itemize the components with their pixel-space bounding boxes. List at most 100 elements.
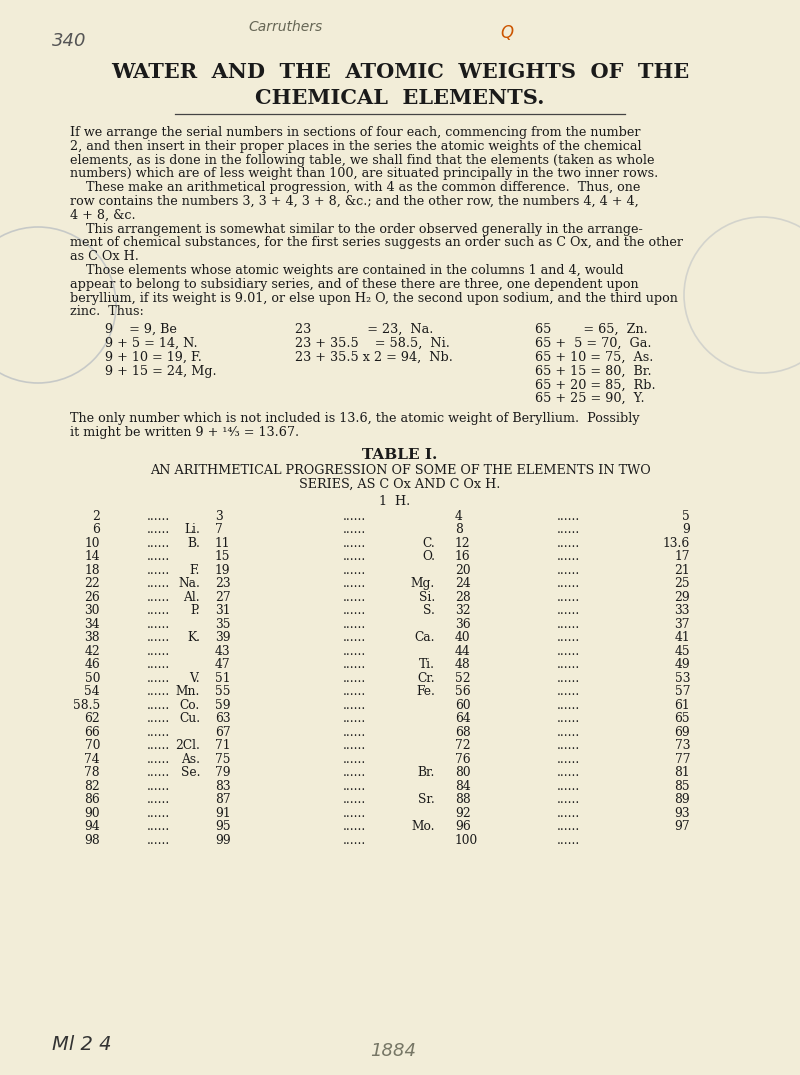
Text: ......: ...... [556,645,580,658]
Text: 65 + 15 = 80,  Br.: 65 + 15 = 80, Br. [535,364,652,377]
Text: WATER  AND  THE  ATOMIC  WEIGHTS  OF  THE: WATER AND THE ATOMIC WEIGHTS OF THE [111,62,689,82]
Text: 66: 66 [84,726,100,739]
Text: P.: P. [190,604,200,617]
Text: 63: 63 [215,712,230,726]
Text: 65 + 20 = 85,  Rb.: 65 + 20 = 85, Rb. [535,378,656,391]
Text: 23 + 35.5    = 58.5,  Ni.: 23 + 35.5 = 58.5, Ni. [295,336,450,350]
Text: This arrangement is somewhat similar to the order observed generally in the arra: This arrangement is somewhat similar to … [70,223,642,235]
Text: 58.5: 58.5 [73,699,100,712]
Text: AN ARITHMETICAL PROGRESSION OF SOME OF THE ELEMENTS IN TWO: AN ARITHMETICAL PROGRESSION OF SOME OF T… [150,463,650,476]
Text: ......: ...... [556,712,580,726]
Text: 38: 38 [84,631,100,644]
Text: ......: ...... [556,699,580,712]
Text: 65 +  5 = 70,  Ga.: 65 + 5 = 70, Ga. [535,336,651,350]
Text: 100: 100 [455,833,478,847]
Text: ......: ...... [146,833,170,847]
Text: ......: ...... [343,766,366,779]
Text: 52: 52 [455,672,470,685]
Text: 33: 33 [674,604,690,617]
Text: 14: 14 [84,550,100,563]
Text: row contains the numbers 3, 3 + 4, 3 + 8, &c.; and the other row, the numbers 4,: row contains the numbers 3, 3 + 4, 3 + 8… [70,195,638,207]
Text: 48: 48 [455,658,470,671]
Text: 97: 97 [674,820,690,833]
Text: ......: ...... [556,833,580,847]
Text: 340: 340 [52,32,86,51]
Text: ......: ...... [343,604,366,617]
Text: 96: 96 [455,820,470,833]
Text: 9    = 9, Be: 9 = 9, Be [105,324,177,336]
Text: O.: O. [422,550,435,563]
Text: F.: F. [190,563,200,576]
Text: Ti.: Ti. [419,658,435,671]
Text: ......: ...... [556,524,580,536]
Text: ......: ...... [343,793,366,806]
Text: ......: ...... [343,685,366,698]
Text: ......: ...... [343,510,366,522]
Text: 3: 3 [215,510,222,522]
Text: ......: ...... [146,618,170,631]
Text: Ml 2 4: Ml 2 4 [52,1035,111,1054]
Text: Q: Q [500,24,513,42]
Text: ......: ...... [146,577,170,590]
Text: 75: 75 [215,752,230,765]
Text: ......: ...... [556,726,580,739]
Text: 9 + 10 = 19, F.: 9 + 10 = 19, F. [105,350,202,363]
Text: 20: 20 [455,563,470,576]
Text: 9 + 5 = 14, N.: 9 + 5 = 14, N. [105,336,198,350]
Text: 82: 82 [84,779,100,792]
Text: ......: ...... [146,510,170,522]
Text: Li.: Li. [184,524,200,536]
Text: 61: 61 [674,699,690,712]
Text: 4: 4 [455,510,463,522]
Text: 44: 44 [455,645,470,658]
Text: 32: 32 [455,604,470,617]
Text: 90: 90 [84,806,100,819]
Text: 87: 87 [215,793,230,806]
Text: ......: ...... [343,806,366,819]
Text: as C Ox H.: as C Ox H. [70,250,139,263]
Text: 91: 91 [215,806,230,819]
Text: ......: ...... [146,726,170,739]
Text: 40: 40 [455,631,470,644]
Text: 55: 55 [215,685,230,698]
Text: ......: ...... [343,631,366,644]
Text: ......: ...... [343,833,366,847]
Text: ......: ...... [556,550,580,563]
Text: Br.: Br. [418,766,435,779]
Text: 21: 21 [674,563,690,576]
Text: 53: 53 [674,672,690,685]
Text: 81: 81 [674,766,690,779]
Text: ......: ...... [556,577,580,590]
Text: ......: ...... [343,577,366,590]
Text: 57: 57 [674,685,690,698]
Text: 99: 99 [215,833,230,847]
Text: SERIES, AS C Ox AND C Ox H.: SERIES, AS C Ox AND C Ox H. [299,477,501,490]
Text: 8: 8 [455,524,463,536]
Text: ......: ...... [146,536,170,549]
Text: 28: 28 [455,590,470,603]
Text: 67: 67 [215,726,230,739]
Text: ......: ...... [146,806,170,819]
Text: ......: ...... [146,766,170,779]
Text: ......: ...... [146,685,170,698]
Text: 80: 80 [455,766,470,779]
Text: 9 + 15 = 24, Mg.: 9 + 15 = 24, Mg. [105,364,217,377]
Text: ......: ...... [343,550,366,563]
Text: ......: ...... [146,645,170,658]
Text: 13.6: 13.6 [662,536,690,549]
Text: ......: ...... [556,563,580,576]
Text: 10: 10 [85,536,100,549]
Text: ......: ...... [343,726,366,739]
Text: As.: As. [181,752,200,765]
Text: ......: ...... [146,699,170,712]
Text: 76: 76 [455,752,470,765]
Text: 74: 74 [84,752,100,765]
Text: 59: 59 [215,699,230,712]
Text: Co.: Co. [180,699,200,712]
Text: 89: 89 [674,793,690,806]
Text: 26: 26 [84,590,100,603]
Text: Mg.: Mg. [410,577,435,590]
Text: 39: 39 [215,631,230,644]
Text: 64: 64 [455,712,470,726]
Text: 2: 2 [92,510,100,522]
